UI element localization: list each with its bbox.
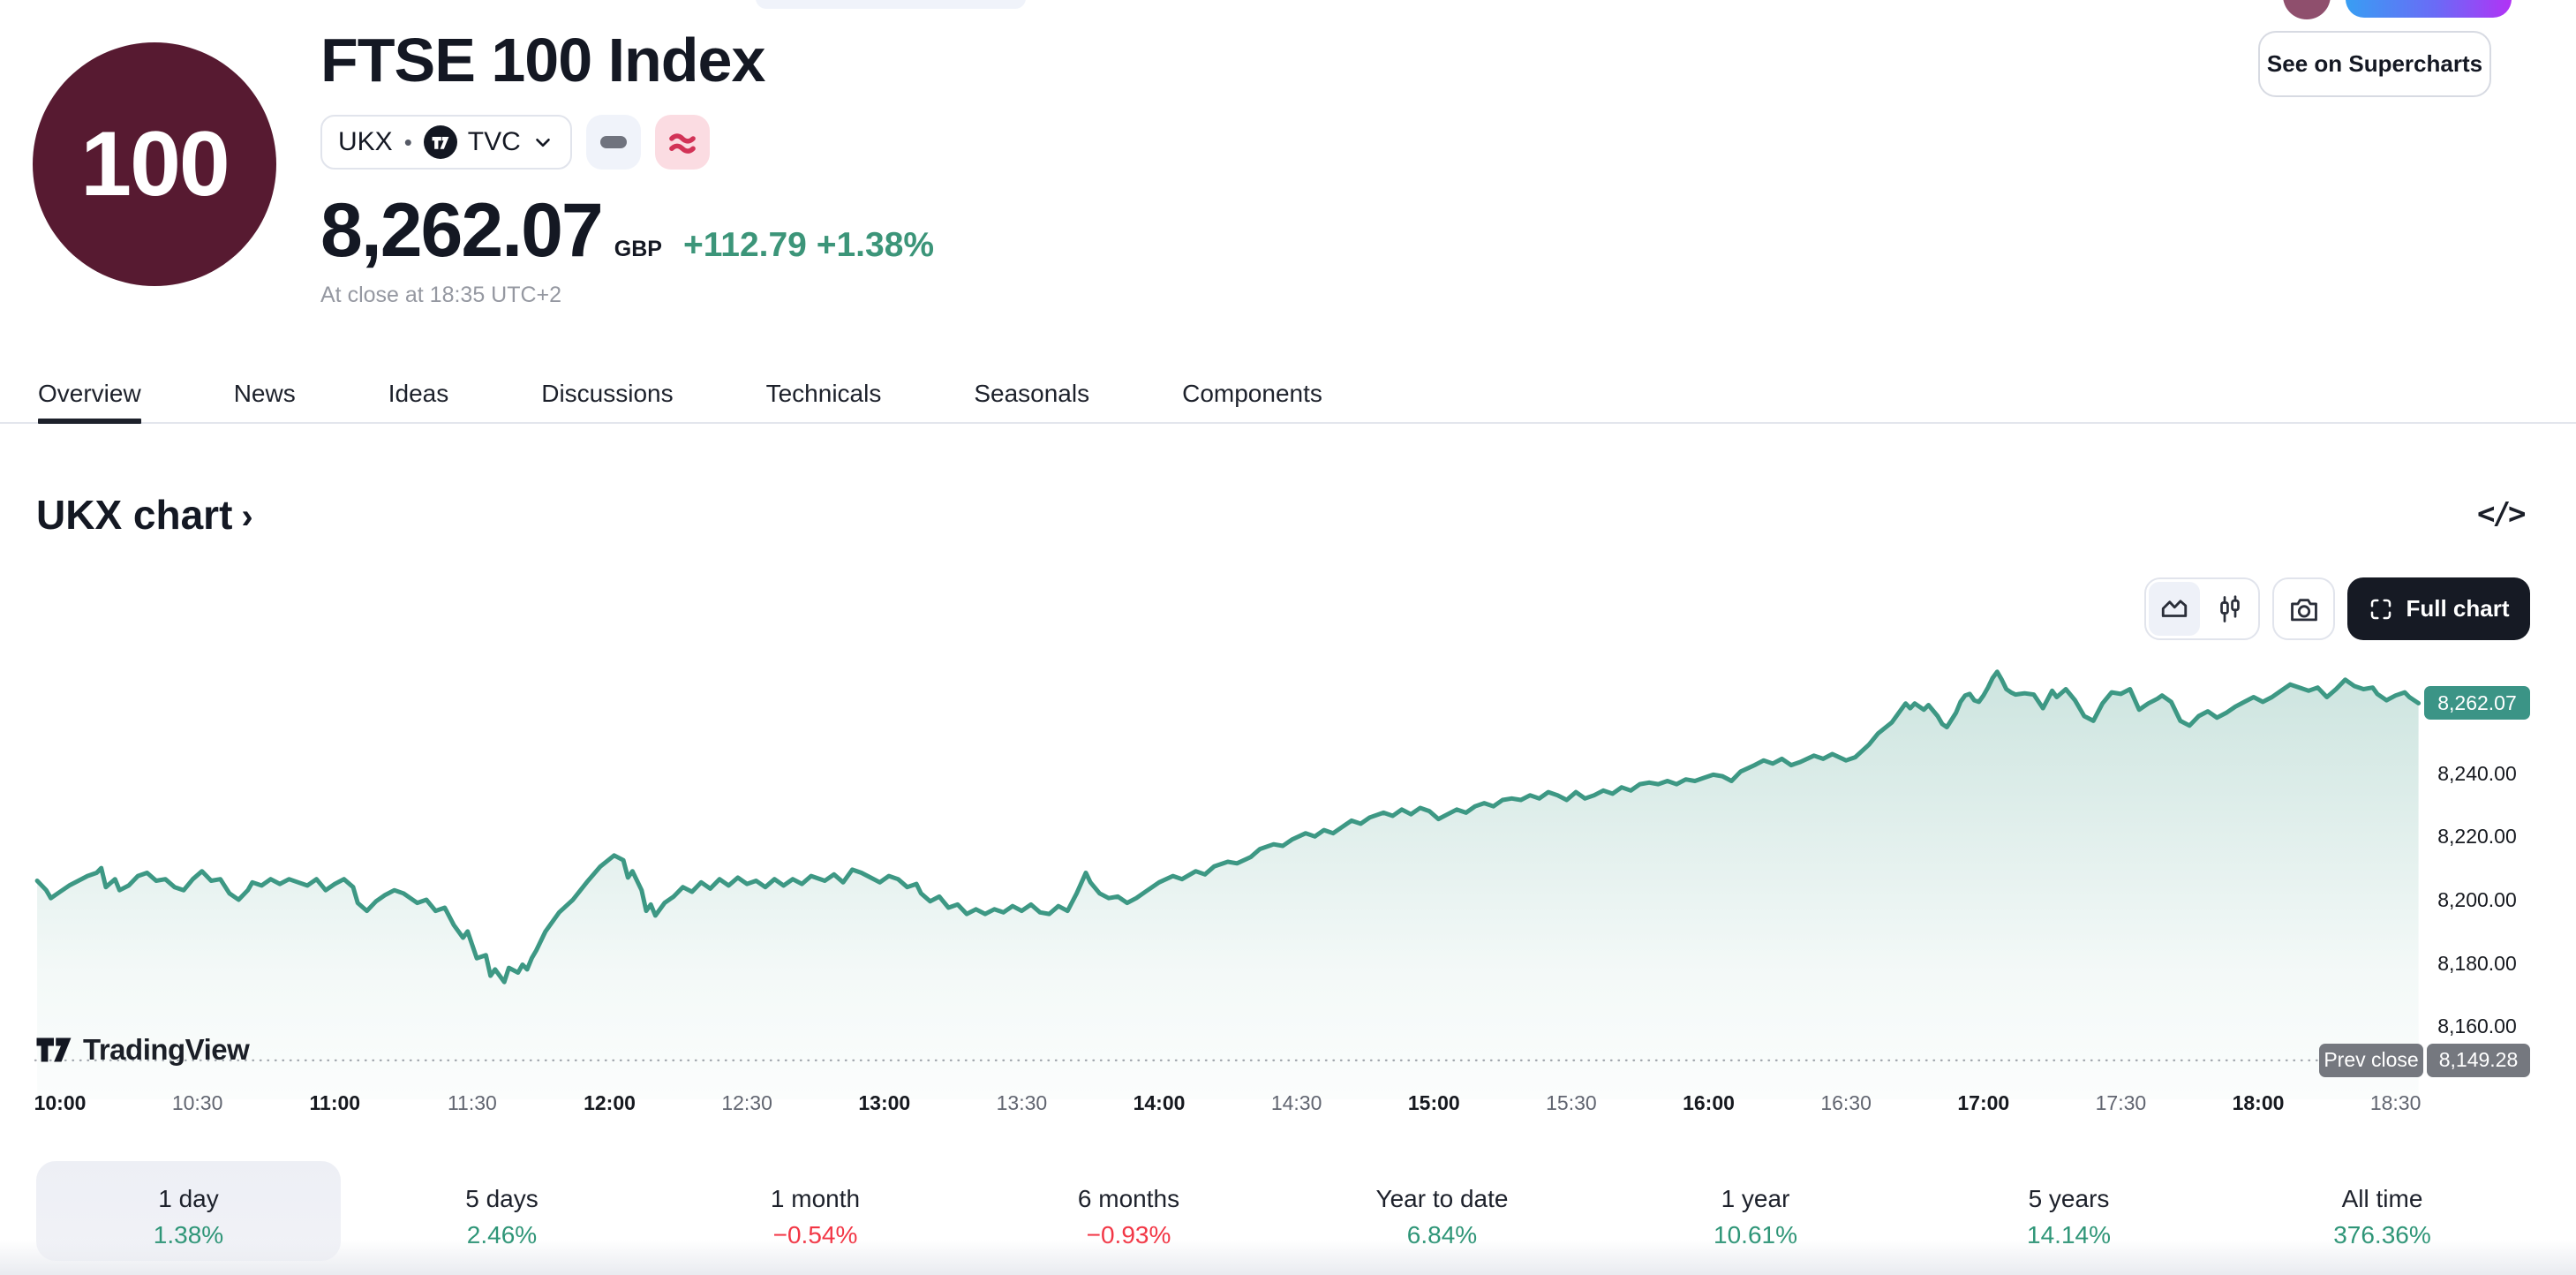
bottom-section-divider — [0, 1240, 2576, 1275]
price-change: +112.79 +1.38% — [683, 226, 934, 265]
time-axis-label: 10:00 — [34, 1091, 87, 1114]
tradingview-mark-icon — [432, 137, 449, 149]
y-axis-label: 8,180.00 — [2437, 951, 2517, 975]
period-label: 1 day — [158, 1185, 219, 1212]
y-axis-label: 8,200.00 — [2437, 888, 2517, 911]
market-closed-icon — [599, 136, 627, 148]
price-chart[interactable]: 8,262.07 8,240.00 8,220.00 8,200.00 8,180.0… — [0, 653, 2576, 1099]
snapshot-button[interactable] — [2272, 577, 2335, 640]
tradingview-exchange-icon — [423, 125, 457, 159]
time-axis-label: 18:30 — [2369, 1091, 2422, 1114]
area-chart-type-button[interactable] — [2149, 582, 2200, 636]
chevron-down-icon — [535, 138, 550, 147]
tradingview-logo-icon — [36, 1037, 72, 1062]
period-label: 6 months — [1077, 1185, 1180, 1212]
tradingview-attribution[interactable]: TradingView — [35, 1031, 250, 1068]
symbol-separator: • — [403, 128, 412, 155]
period-label: 1 year — [1721, 1185, 1790, 1212]
prev-close-value-badge: 8,149.28 — [2427, 1043, 2530, 1077]
chart-type-toggle — [2144, 577, 2260, 640]
currency-label: GBP — [614, 237, 662, 261]
tab-news[interactable]: News — [233, 380, 296, 407]
price-change-pct: +1.38% — [816, 226, 935, 264]
tab-discussions[interactable]: Discussions — [541, 380, 674, 407]
area-chart-icon — [2161, 599, 2187, 617]
time-axis-label: 15:30 — [1546, 1091, 1597, 1114]
embed-code-icon[interactable]: </> — [2477, 496, 2526, 532]
candlestick-icon — [2220, 594, 2241, 622]
time-axis-label: 14:30 — [1270, 1091, 1322, 1114]
time-axis-label: 11:00 — [309, 1091, 361, 1114]
time-axis-label: 18:00 — [2232, 1091, 2285, 1114]
tab-overview[interactable]: Overview — [38, 368, 141, 424]
price-line — [34, 669, 2422, 985]
y-axis-label: 8,220.00 — [2437, 825, 2517, 849]
supercharts-button-label: See on Supercharts — [2266, 50, 2483, 77]
ukx-chart-heading-label: UKX chart — [36, 492, 233, 538]
period-label: Year to date — [1375, 1185, 1509, 1212]
see-on-supercharts-button[interactable]: See on Supercharts — [2258, 31, 2491, 97]
symbol-code: UKX — [338, 127, 393, 156]
prev-close-label-badge: Prev close — [2319, 1043, 2423, 1077]
period-label: 5 days — [465, 1185, 539, 1212]
price-row: 8,262.07 GBP +112.79 +1.38% — [320, 187, 934, 275]
time-axis-label: 13:00 — [858, 1091, 911, 1114]
avatar[interactable] — [2283, 0, 2331, 19]
time-axis-label: 16:30 — [1820, 1091, 1872, 1114]
chevron-right-icon: › — [241, 496, 253, 536]
ukx-chart-heading[interactable]: UKX chart › — [36, 491, 253, 539]
time-axis-label: 13:30 — [996, 1091, 1048, 1114]
time-axis-label: 14:00 — [1133, 1091, 1186, 1114]
y-axis-label: 8,160.00 — [2437, 1015, 2517, 1038]
symbol-row: UKX • TVC — [320, 115, 710, 170]
price-change-abs: +112.79 — [682, 226, 807, 264]
tabs-list: Overview News Ideas Discussions Technicals Se… — [38, 368, 1322, 424]
approx-tilde-icon — [668, 133, 696, 154]
page-title: FTSE 100 Index — [320, 26, 765, 94]
tab-components[interactable]: Components — [1182, 380, 1322, 407]
time-axis-label: 17:30 — [2095, 1091, 2147, 1114]
time-axis-label: 10:30 — [171, 1091, 223, 1114]
time-axis: 10:00 10:30 11:00 11:30 12:00 12:30 13:00 13:30… — [0, 1089, 2576, 1117]
tradingview-wordmark: TradingView — [83, 1033, 250, 1066]
y-axis-label: 8,240.00 — [2437, 761, 2517, 785]
time-axis-label: 11:30 — [447, 1091, 497, 1114]
full-chart-button-label: Full chart — [2406, 595, 2510, 622]
area-chart-plot — [34, 669, 2424, 1099]
period-label: 1 month — [770, 1185, 861, 1212]
full-chart-button[interactable]: Full chart — [2347, 577, 2530, 640]
tab-seasonals[interactable]: Seasonals — [974, 380, 1090, 407]
delayed-data-badge[interactable] — [654, 115, 710, 170]
last-price: 8,262.07 — [320, 188, 604, 273]
camera-icon — [2290, 598, 2317, 621]
time-axis-label: 15:00 — [1407, 1091, 1460, 1114]
time-axis-label: 16:00 — [1683, 1091, 1735, 1114]
ftse-100-logo: 100 — [33, 42, 276, 286]
last-price-axis-badge: 8,262.07 — [2424, 686, 2530, 720]
header-cta-pill-cutoff[interactable] — [2346, 0, 2512, 18]
top-banner-pill-cutoff — [756, 0, 1026, 9]
period-label: All time — [2341, 1185, 2423, 1212]
tab-ideas[interactable]: Ideas — [388, 380, 449, 407]
market-close-note: At close at 18:35 UTC+2 — [320, 283, 562, 307]
period-label: 5 years — [2028, 1185, 2110, 1212]
candlestick-chart-type-button[interactable] — [2205, 582, 2256, 636]
time-axis-label: 12:30 — [721, 1091, 772, 1114]
exchange-code: TVC — [467, 127, 521, 156]
market-closed-badge[interactable] — [585, 115, 641, 170]
time-axis-label: 17:00 — [1957, 1091, 2010, 1114]
logo-text: 100 — [80, 112, 230, 215]
fullscreen-icon — [2371, 599, 2391, 619]
area-fill — [37, 671, 2419, 1099]
time-axis-label: 12:00 — [584, 1091, 636, 1114]
section-tabs-bar: Overview News Ideas Discussions Technicals Se… — [0, 368, 2576, 424]
symbol-source-dropdown[interactable]: UKX • TVC — [320, 115, 572, 170]
tab-technicals[interactable]: Technicals — [765, 380, 882, 407]
